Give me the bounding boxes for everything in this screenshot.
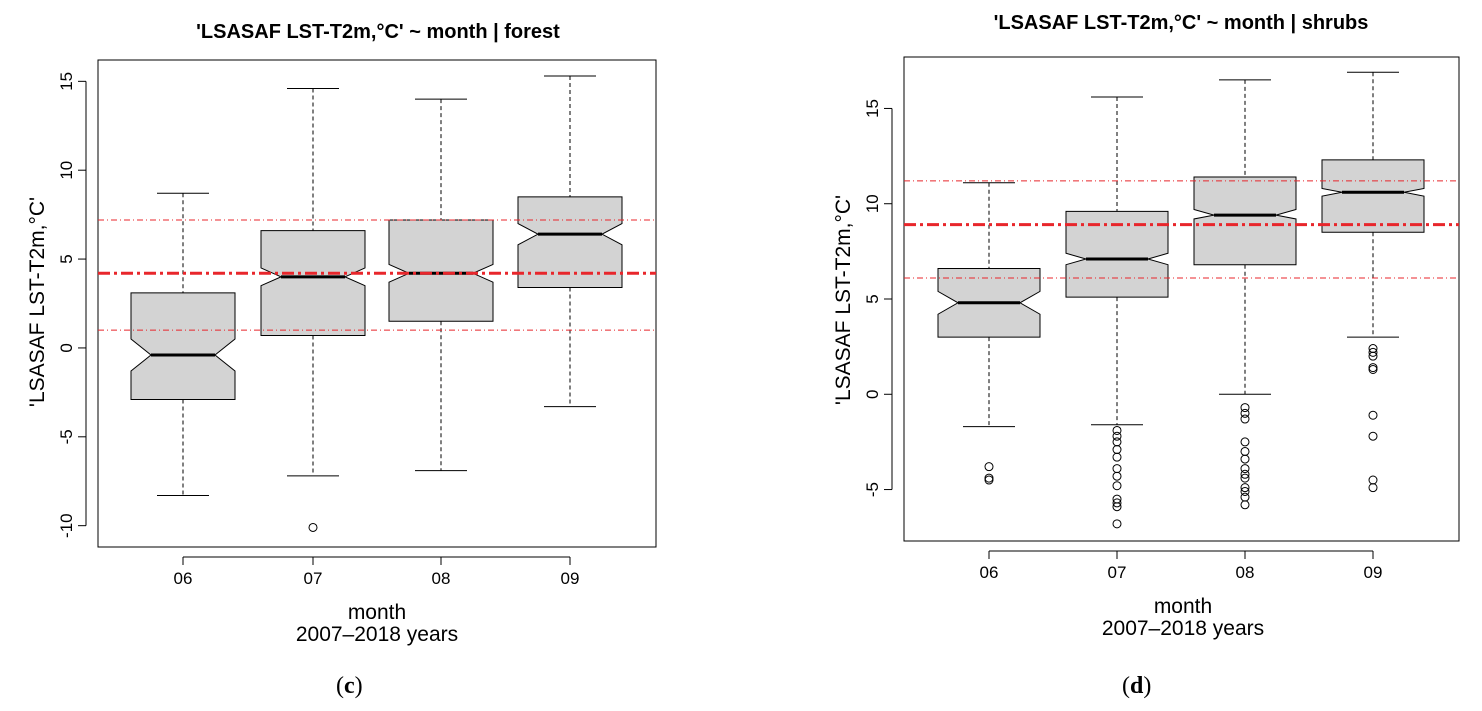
x-tick-label: 07 (304, 569, 323, 588)
outlier-point (1112, 471, 1122, 481)
x-tick-label: 06 (174, 569, 193, 588)
x-tick-label: 09 (1364, 563, 1383, 582)
outlier-point (1368, 351, 1378, 361)
outlier-point (1240, 403, 1250, 413)
outlier-point (1112, 452, 1122, 462)
box-07 (1065, 96, 1169, 529)
outlier-point (1368, 431, 1378, 441)
outlier-point (1240, 492, 1250, 502)
outlier-point (1240, 454, 1250, 464)
y-axis-label: 'LSASAF LST-T2m,°C' (26, 197, 49, 407)
outlier-point (308, 522, 318, 532)
panel-label: (c) (336, 673, 363, 699)
box-07 (260, 87, 366, 532)
outlier-point (1368, 365, 1378, 375)
y-tick-label: -5 (863, 482, 882, 497)
y-tick-label: 15 (57, 72, 76, 91)
outlier-point (1112, 425, 1122, 435)
panel-label-letter: d (1130, 673, 1144, 699)
x-axis-sublabel: 2007–2018 years (1102, 617, 1264, 640)
y-tick-label: 5 (57, 254, 76, 263)
y-axis-label: 'LSASAF LST-T2m,°C' (832, 195, 855, 405)
x-tick-label: 08 (432, 569, 451, 588)
box-09 (517, 75, 623, 408)
outlier-point (1112, 431, 1122, 441)
panel-label: (d) (1122, 673, 1151, 699)
chart-panel-forest: 'LSASAF LST-T2m,°C' ~ month | forest -10… (26, 21, 657, 699)
x-axis-sublabel: 2007–2018 years (296, 623, 458, 646)
x-axis-label: month (348, 601, 406, 624)
box-08 (388, 98, 494, 472)
outlier-point (1240, 464, 1250, 474)
y-tick-label: 10 (57, 161, 76, 180)
y-tick-label: 10 (863, 194, 882, 213)
outlier-point (1240, 486, 1250, 496)
outlier-point (1368, 347, 1378, 357)
chart-panel-shrubs: 'LSASAF LST-T2m,°C' ~ month | shrubs -5 0… (832, 12, 1460, 699)
box-06 (937, 182, 1041, 485)
outlier-point (1112, 502, 1122, 512)
chart-title: 'LSASAF LST-T2m,°C' ~ month | forest (196, 21, 560, 43)
outlier-point (1112, 437, 1122, 447)
outlier-point (1240, 473, 1250, 483)
outlier-point (1368, 363, 1378, 373)
outlier-point (1112, 498, 1122, 508)
box-body (1065, 210, 1169, 298)
outlier-point (1368, 475, 1378, 485)
outlier-point (1240, 446, 1250, 456)
box-body (388, 219, 494, 322)
outlier-point (1240, 469, 1250, 479)
outlier-point (1368, 483, 1378, 493)
outlier-point (1240, 500, 1250, 510)
y-tick-label: -10 (57, 513, 76, 538)
x-axis-label: month (1154, 595, 1212, 618)
box-06 (130, 192, 236, 496)
y-tick-label: 0 (863, 390, 882, 399)
outlier-point (984, 475, 994, 485)
outlier-point (1240, 408, 1250, 418)
outlier-point (1112, 445, 1122, 455)
outlier-point (1112, 481, 1122, 491)
outlier-point (1112, 519, 1122, 529)
plot-area: -10 -5 0 5 10 15 06 07 08 09 (57, 72, 656, 588)
x-tick-label: 06 (980, 563, 999, 582)
x-tick-label: 08 (1236, 563, 1255, 582)
outlier-point (1240, 437, 1250, 447)
y-tick-label: 15 (863, 99, 882, 118)
y-tick-label: 5 (863, 294, 882, 303)
box-body (1321, 159, 1425, 233)
outlier-point (984, 462, 994, 472)
panel-label-letter: c (344, 673, 355, 699)
plot-frame (97, 59, 657, 548)
box-08 (1193, 79, 1297, 510)
outlier-point (1112, 464, 1122, 474)
plot-frame (903, 56, 1460, 542)
chart-title: 'LSASAF LST-T2m,°C' ~ month | shrubs (994, 12, 1369, 34)
box-body (1193, 176, 1297, 266)
box-body (130, 292, 236, 400)
box-09 (1321, 71, 1425, 493)
x-tick-label: 09 (561, 569, 580, 588)
box-body (260, 230, 366, 336)
outlier-point (1368, 410, 1378, 420)
outlier-point (1240, 414, 1250, 424)
x-tick-label: 07 (1108, 563, 1127, 582)
y-tick-label: 0 (57, 343, 76, 352)
y-tick-label: -5 (57, 429, 76, 444)
outlier-point (984, 473, 994, 483)
plot-area: -5 0 5 10 15 06 07 08 09 (863, 71, 1459, 582)
outlier-point (1240, 483, 1250, 493)
